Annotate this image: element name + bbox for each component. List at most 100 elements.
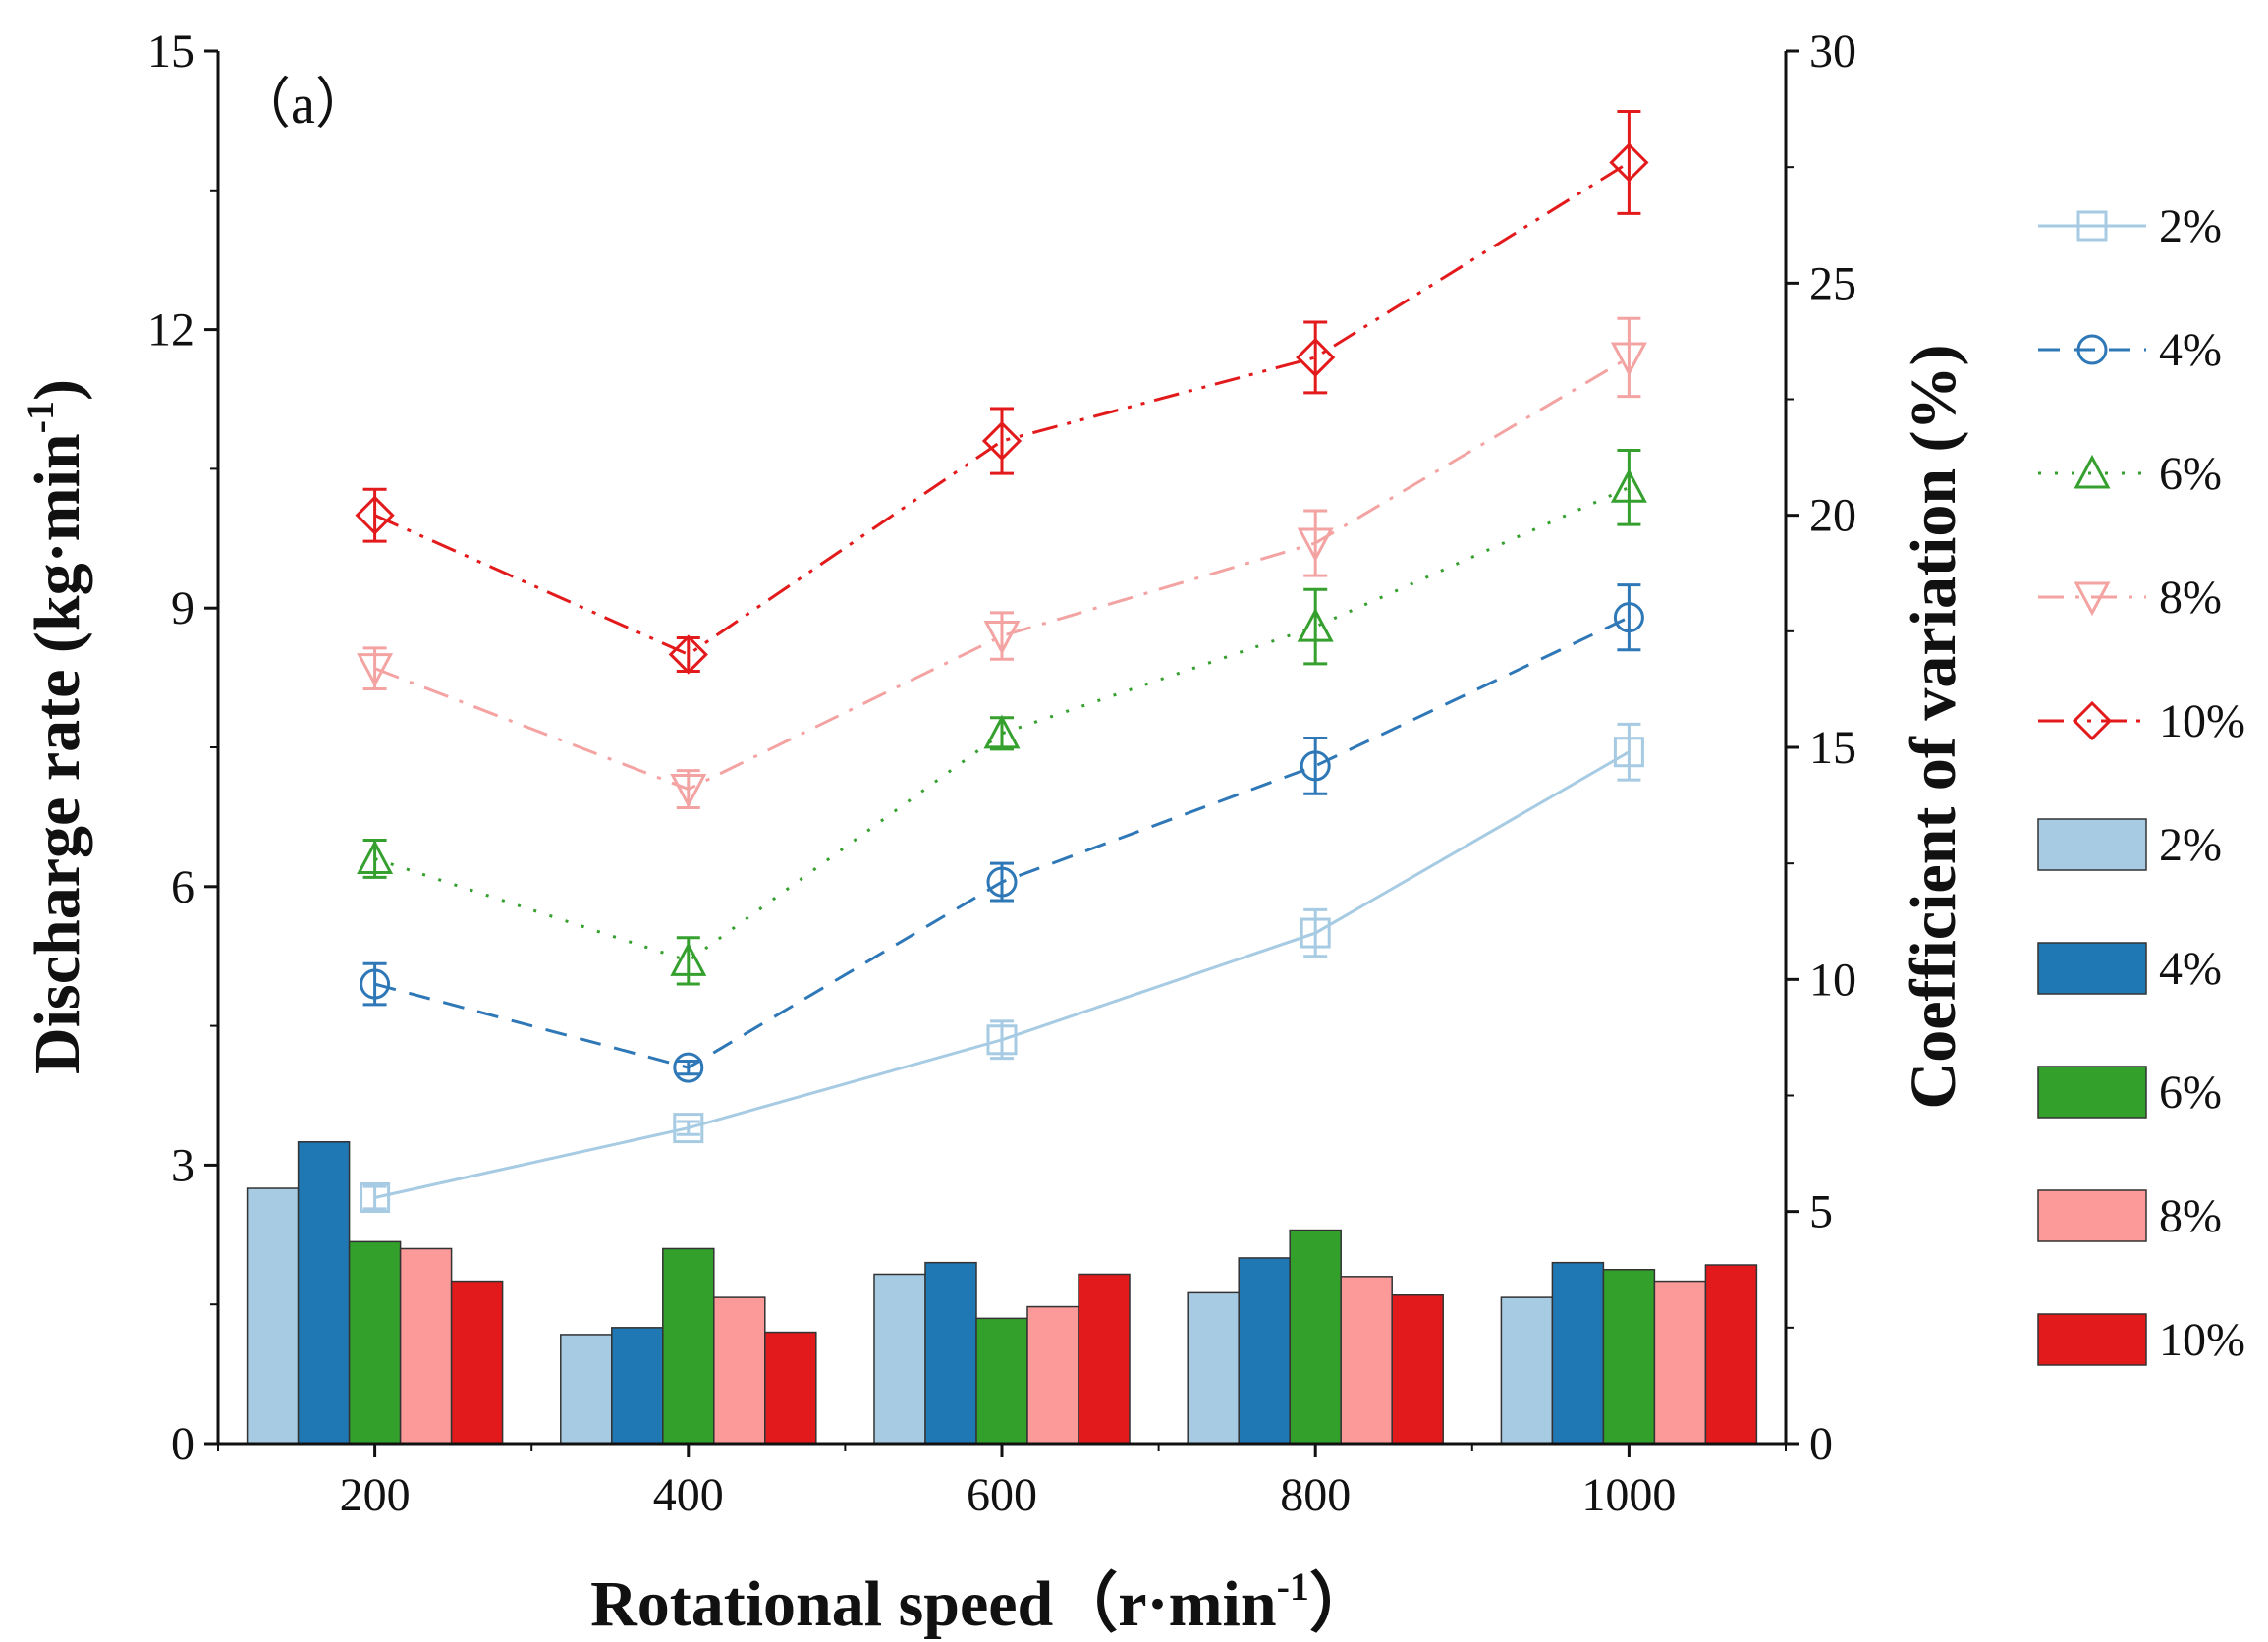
legend-label: 2% (2159, 200, 2222, 252)
legend-label: 6% (2159, 1067, 2222, 1119)
data-point (1610, 468, 1647, 503)
data-point (1297, 527, 1334, 563)
data-point (670, 774, 707, 808)
data-point (1609, 142, 1649, 183)
bar (1551, 1261, 1605, 1445)
data-point (1610, 342, 1647, 377)
bar (1704, 1264, 1758, 1445)
y-right-tick-label: 25 (1809, 257, 1856, 309)
y-left-tick-label: 3 (171, 1139, 194, 1191)
y-left-tick-label: 6 (171, 861, 194, 913)
bar (1653, 1280, 1707, 1445)
bar (1391, 1293, 1444, 1445)
data-point (673, 1052, 704, 1083)
y-right-tick-label: 0 (1809, 1418, 1833, 1470)
bar (1340, 1276, 1393, 1445)
legend-label: 8% (2159, 572, 2222, 624)
y-axis-left-title: Discharge rate (kg·min-1) (18, 379, 93, 1074)
data-point (360, 1181, 391, 1213)
data-point (1296, 337, 1336, 378)
legend-label: 10% (2159, 1314, 2245, 1366)
legend-label: 4% (2159, 324, 2222, 376)
bar (1078, 1273, 1131, 1445)
bar (450, 1280, 504, 1445)
legend-label: 10% (2159, 695, 2245, 747)
legend-label: 4% (2159, 943, 2222, 995)
legend-marker (2072, 700, 2113, 741)
series-line (374, 485, 1631, 963)
x-tick-label: 1000 (1581, 1469, 1676, 1521)
x-tick-label: 600 (967, 1469, 1037, 1521)
legend-bar-swatch (2037, 1189, 2147, 1242)
data-point (1613, 737, 1644, 768)
bar (873, 1273, 926, 1445)
axes: 0 3 6 9 12 15 0 5 10 15 20 25 30 200 400 600 800 1000 (147, 26, 1856, 1521)
series-line (374, 616, 1631, 1069)
data-point (360, 968, 391, 1000)
bar (246, 1187, 300, 1445)
legend: 2% 4% 6% 8% 10% 2% 4% 6% 8% 10% (2037, 200, 2245, 1366)
y-right-tick-label: 5 (1809, 1186, 1833, 1238)
series-line (374, 356, 1631, 792)
y-axis-right-title: Coefficient of variation (%) (1898, 345, 1969, 1110)
data-point (670, 942, 707, 976)
data-point (986, 866, 1018, 898)
bar (1289, 1229, 1342, 1445)
legend-marker (2076, 334, 2108, 365)
data-point (983, 714, 1021, 749)
bar (924, 1261, 977, 1445)
legend-bar-swatch (2037, 1313, 2147, 1366)
data-point (1297, 607, 1334, 642)
x-tick-label: 200 (340, 1469, 411, 1521)
x-axis-title-main: Rotational speed (590, 1568, 1053, 1640)
legend-marker (2074, 454, 2111, 489)
bar (713, 1296, 766, 1445)
data-point (1300, 750, 1331, 782)
bar (1026, 1305, 1079, 1445)
y-axis-left-title-close: ) (22, 379, 93, 401)
line-layer (355, 109, 1649, 1213)
data-point (1300, 917, 1331, 949)
data-point (355, 495, 395, 535)
x-axis-title-unit: （r·min (1053, 1567, 1276, 1640)
data-point (673, 1113, 704, 1144)
legend-label: 2% (2159, 819, 2222, 871)
legend-bar-swatch (2037, 818, 2147, 871)
legend-label: 8% (2159, 1190, 2222, 1242)
series-line (374, 750, 1631, 1199)
x-axis-title-exp: -1 (1277, 1564, 1309, 1609)
bar (1500, 1296, 1554, 1445)
panel-label: （a） (236, 75, 370, 136)
bar (662, 1247, 715, 1445)
series-line (373, 161, 1631, 657)
y-right-tick-label: 30 (1809, 26, 1856, 78)
y-right-tick-label: 20 (1809, 490, 1856, 542)
y-axis-left-title-exp: -1 (18, 401, 62, 433)
bar-layer (246, 1141, 1758, 1445)
y-right-tick-label: 10 (1809, 954, 1856, 1006)
data-point (981, 420, 1023, 462)
data-point (986, 1024, 1018, 1056)
legend-bar-swatch (2037, 1066, 2147, 1119)
legend-marker (2076, 210, 2108, 242)
bar (1187, 1291, 1240, 1445)
bar (611, 1327, 664, 1445)
bar (764, 1331, 817, 1445)
bar (1602, 1269, 1656, 1445)
bar (560, 1334, 613, 1445)
x-tick-label: 400 (653, 1469, 724, 1521)
bar (399, 1247, 453, 1445)
bar (1238, 1257, 1291, 1445)
bar (348, 1240, 402, 1445)
y-left-tick-label: 9 (171, 582, 194, 634)
y-left-tick-label: 12 (147, 304, 194, 356)
y-left-tick-label: 0 (171, 1418, 194, 1470)
legend-bar-swatch (2037, 942, 2147, 995)
y-axis-left-title-main: Discharge rate (kg·min (22, 433, 93, 1074)
data-point (668, 634, 708, 675)
legend-label: 6% (2159, 448, 2222, 500)
y-right-tick-label: 15 (1809, 722, 1856, 774)
data-point (1613, 602, 1644, 633)
x-tick-label: 800 (1280, 1469, 1351, 1521)
